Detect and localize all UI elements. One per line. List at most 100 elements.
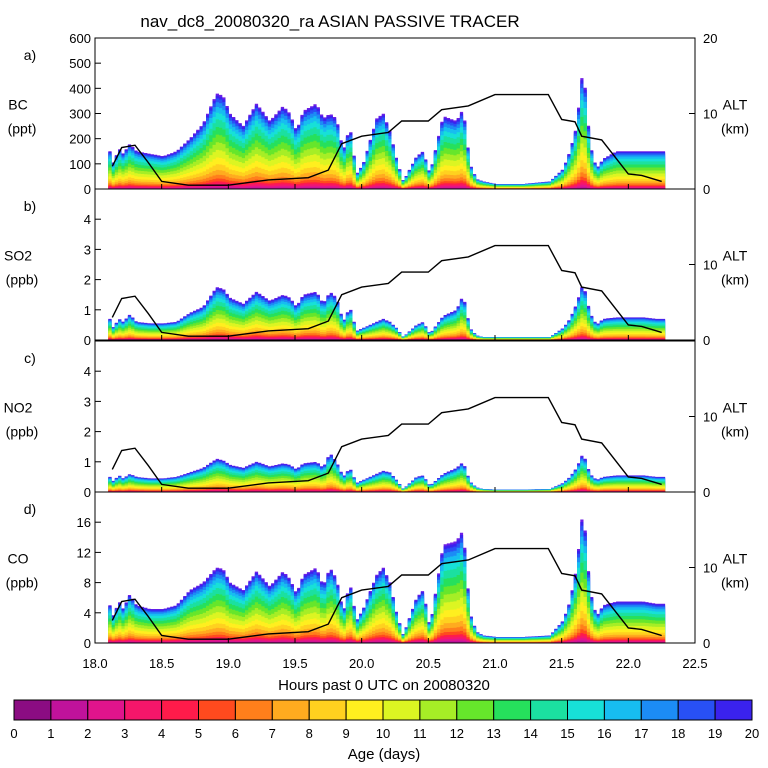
colorbar-tick-label: 12 [450, 726, 464, 741]
species-name: NO2 [4, 400, 33, 416]
alt-tick-label: 10 [703, 410, 717, 425]
alt-tick-label: 10 [703, 561, 717, 576]
panel-co: 0 4 8 12 16 0 10 d) CO (ppb) ALT (km) [6, 491, 749, 651]
y-tick-label: 4 [84, 212, 91, 227]
y-tick-label: 400 [69, 81, 91, 96]
x-tick-label: 20.0 [349, 656, 374, 671]
panels-group: 010020030040050060001020a)BC(ppt)ALT(km)… [4, 31, 749, 671]
y-tick-label: 600 [69, 31, 91, 46]
colorbar-swatch-4 [161, 699, 200, 721]
panel-letter: a) [24, 47, 36, 63]
y-tick-label: 100 [69, 157, 91, 172]
y-tick-label: 1 [84, 303, 91, 318]
altitude-unit: (km) [721, 424, 749, 440]
colorbar-label: Age (days) [348, 746, 421, 763]
colorbar-tick-label: 5 [195, 726, 202, 741]
species-name: BC [8, 97, 27, 113]
y-tick-label: 4 [84, 606, 91, 621]
colorbar-swatch-12 [456, 699, 495, 721]
age-stacked-area [108, 287, 666, 340]
y-tick-label: 2 [84, 425, 91, 440]
colorbar-swatch-17 [640, 699, 679, 721]
alt-tick-label: 20 [703, 31, 717, 46]
species-unit: (ppb) [6, 575, 39, 591]
alt-tick-label: 0 [703, 485, 710, 500]
colorbar-tick-label: 20 [745, 726, 759, 741]
colorbar-tick-label: 0 [10, 726, 17, 741]
colorbar-tick-label: 4 [158, 726, 165, 741]
y-tick-label: 1 [84, 455, 91, 470]
colorbar-swatch-15 [567, 699, 605, 721]
colorbar-tick-label: 2 [84, 726, 91, 741]
colorbar-swatch-14 [530, 699, 568, 721]
x-tick-label: 19.5 [282, 656, 307, 671]
y-tick-label: 3 [84, 394, 91, 409]
y-tick-label: 4 [84, 364, 91, 379]
colorbar-swatch-3 [124, 699, 163, 721]
altitude-line [111, 244, 662, 337]
colorbar-tick-label: 13 [486, 726, 500, 741]
x-axis-label: Hours past 0 UTC on 20080320 [278, 677, 490, 694]
panel-letter: b) [24, 198, 36, 214]
age-band-1 [108, 186, 666, 189]
colorbar-tick-label: 19 [708, 726, 722, 741]
colorbar-swatch-11 [419, 699, 458, 721]
colorbar-swatch-13 [493, 699, 532, 721]
colorbar-tick-label: 16 [597, 726, 611, 741]
x-tick-label: 21.0 [482, 656, 507, 671]
altitude-line [111, 93, 662, 186]
altitude-label: ALT [723, 97, 748, 113]
alt-tick-label: 10 [703, 258, 717, 273]
colorbar-swatch-10 [382, 699, 421, 721]
colorbar-tick-label: 8 [306, 726, 313, 741]
colorbar-tick-label: 11 [413, 726, 427, 741]
age-band-2 [108, 638, 666, 643]
colorbar-swatch-8 [308, 699, 347, 721]
altitude-unit: (km) [721, 575, 749, 591]
y-tick-label: 2 [84, 273, 91, 288]
colorbar-tick-label: 6 [232, 726, 239, 741]
y-tick-label: 200 [69, 132, 91, 147]
colorbar-tick-label: 7 [269, 726, 276, 741]
y-tick-label: 0 [84, 333, 91, 348]
x-tick-label: 18.0 [82, 656, 107, 671]
altitude-label: ALT [723, 248, 748, 264]
colorbar-swatch-2 [87, 699, 126, 721]
age-band-1 [108, 640, 666, 643]
altitude-unit: (km) [721, 121, 749, 137]
panel-frame [94, 340, 696, 493]
colorbar-tick-label: 17 [634, 726, 648, 741]
colorbar-swatch-5 [198, 699, 236, 721]
y-tick-label: 0 [84, 485, 91, 500]
colorbar-tick-label: 10 [376, 726, 390, 741]
colorbar-swatch-16 [603, 699, 642, 721]
panel-letter: d) [24, 501, 36, 517]
altitude-label: ALT [723, 400, 748, 416]
y-tick-label: 500 [69, 56, 91, 71]
panel-letter: c) [24, 350, 36, 366]
colorbar-swatch-7 [271, 699, 310, 721]
altitude-label: ALT [723, 551, 748, 567]
altitude-unit: (km) [721, 272, 749, 288]
colorbar-swatch-1 [50, 699, 89, 721]
y-tick-label: 16 [77, 515, 91, 530]
colorbar-tick-label: 1 [47, 726, 54, 741]
y-tick-label: 0 [84, 636, 91, 651]
colorbar-tick-label: 9 [342, 726, 349, 741]
species-unit: (ppb) [6, 272, 39, 288]
colorbar-swatch-6 [234, 699, 273, 721]
species-unit: (ppb) [6, 424, 39, 440]
colorbar: 0 1 2 3 4 5 6 7 8 9 10 11 12 13 14 15 16 17 18 19 20 [10, 699, 759, 741]
species-name: SO2 [4, 248, 32, 264]
altitude-line [111, 396, 662, 489]
y-tick-label: 3 [84, 242, 91, 257]
species-name: CO [8, 551, 29, 567]
colorbar-swatch-19 [714, 699, 753, 721]
y-tick-label: 8 [84, 576, 91, 591]
x-tick-label: 22.5 [682, 656, 707, 671]
alt-tick-label: 0 [703, 182, 710, 197]
x-tick-label: 21.5 [549, 656, 574, 671]
x-tick-label: 18.5 [149, 656, 174, 671]
age-stacked-area [108, 519, 666, 643]
colorbar-swatch-0 [13, 699, 52, 721]
